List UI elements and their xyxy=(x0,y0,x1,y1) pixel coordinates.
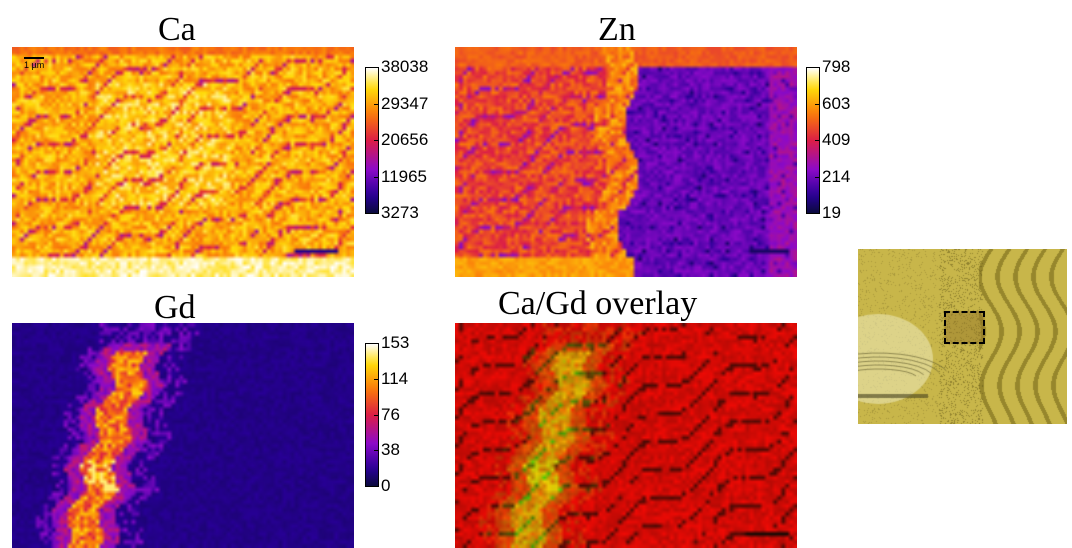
ca-colorbar-tick: 3273 xyxy=(381,203,419,222)
ca-colorbar-tickmark xyxy=(374,140,379,141)
zn-colorbar-tick: 603 xyxy=(822,93,851,113)
ca-colorbar-tick: 38038 xyxy=(381,57,429,76)
gd-colorbar-tick: 114 xyxy=(381,368,409,388)
gd-colorbar-tickmark xyxy=(374,450,379,452)
overlay-map xyxy=(455,323,797,548)
gd-colorbar-tick: 153 xyxy=(381,333,410,352)
zn-title: Zn xyxy=(598,11,636,48)
gd-colorbar-tickmark xyxy=(374,378,379,380)
gd-colorbar-tick: 76 xyxy=(381,404,400,424)
zn-colorbar-tickmark xyxy=(815,103,820,105)
gd-colorbar-tickmark xyxy=(374,414,379,416)
gd-colorbar-tickmark xyxy=(374,343,379,344)
gd-colorbar-tickmark xyxy=(374,486,379,487)
zn-colorbar-tickmark xyxy=(815,176,820,178)
ca-colorbar-tickmark xyxy=(374,176,379,178)
zn-map xyxy=(455,47,797,277)
ca-colorbar-tickmark xyxy=(374,103,379,105)
roi-rectangle xyxy=(944,311,985,344)
zn-colorbar-tickmark xyxy=(815,67,820,68)
zn-colorbar-tick: 409 xyxy=(822,130,851,149)
zn-colorbar-tickmark xyxy=(815,213,820,214)
ca-colorbar-tickmark xyxy=(374,67,379,68)
scale-bar: 1 µm xyxy=(24,57,44,70)
optical-micrograph xyxy=(858,249,1067,424)
ca-colorbar-tick: 11965 xyxy=(381,166,428,186)
zn-colorbar-tick: 798 xyxy=(822,57,851,76)
zn-colorbar-tick: 214 xyxy=(822,166,851,186)
ca-colorbar-tick: 29347 xyxy=(381,93,429,113)
scale-bar-label: 1 µm xyxy=(24,60,45,70)
gd-colorbar-tick: 38 xyxy=(381,440,400,460)
zn-colorbar-tick: 19 xyxy=(822,203,841,222)
gd-title: Gd xyxy=(154,289,196,326)
ca-colorbar-tickmark xyxy=(374,213,379,214)
ca-colorbar-tick: 20656 xyxy=(381,130,429,149)
zn-colorbar-tickmark xyxy=(815,140,820,141)
overlay-title: Ca/Gd overlay xyxy=(498,285,698,322)
gd-map xyxy=(12,323,354,548)
ca-title: Ca xyxy=(158,11,196,48)
gd-colorbar-tick: 0 xyxy=(381,476,391,495)
ca-map xyxy=(12,47,354,277)
